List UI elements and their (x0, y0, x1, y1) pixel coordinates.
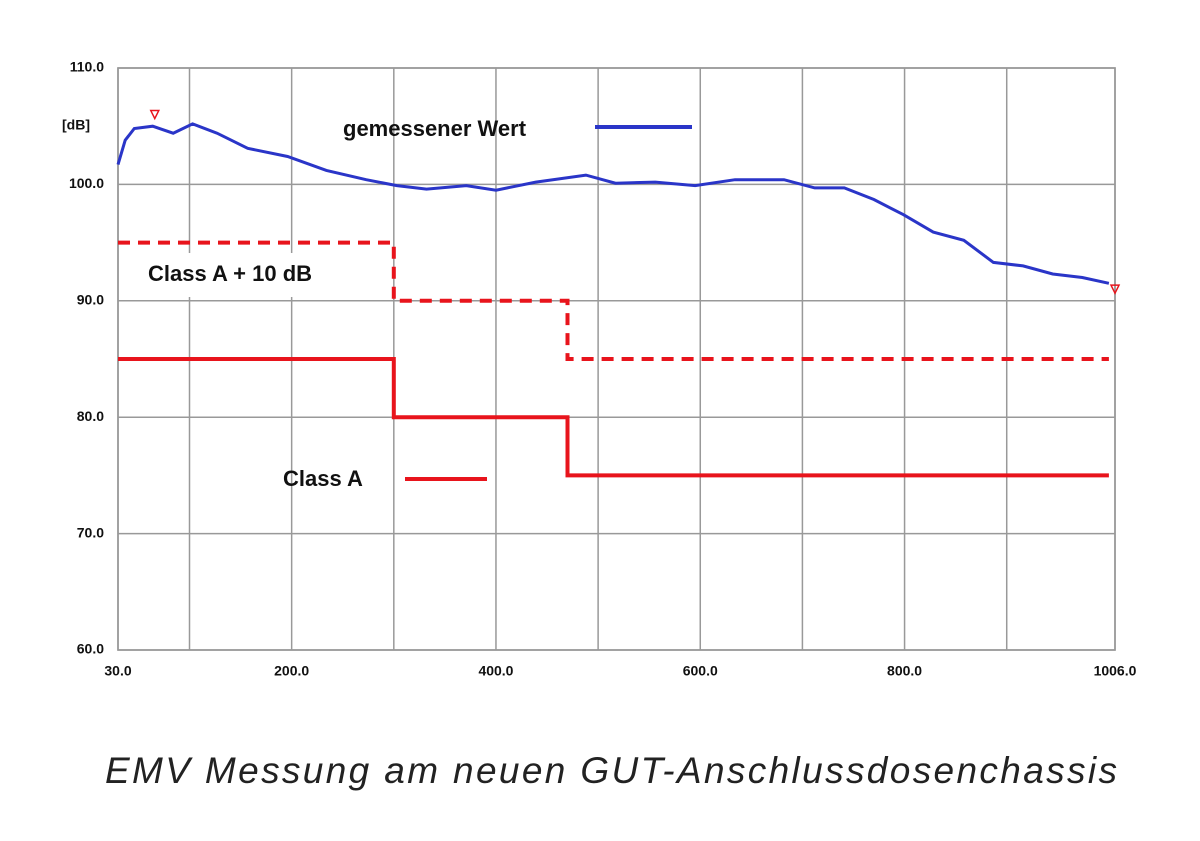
marker (1109, 284, 1121, 295)
legend-label: gemessener Wert (343, 116, 527, 141)
y-tick-label: 100.0 (69, 175, 104, 191)
x-tick-label: 1006.0 (1094, 663, 1137, 679)
x-tick-label: 800.0 (887, 663, 922, 679)
x-tick-label: 200.0 (274, 663, 309, 679)
series-line (118, 357, 1109, 478)
legend-background (136, 253, 371, 297)
y-tick-label: 90.0 (77, 292, 104, 308)
y-tick-label: 60.0 (77, 641, 104, 657)
caption: EMV Messung am neuen GUT-Anschlussdosenc… (105, 750, 1117, 791)
series-line (116, 122, 1110, 285)
y-tick-label: 110.0 (70, 59, 104, 75)
series-line (118, 240, 1109, 361)
legend-label: Class A + 10 dB (148, 261, 312, 286)
x-tick-label: 30.0 (104, 663, 131, 679)
legend-label: Class A (283, 466, 363, 491)
y-axis-label: [dB] (62, 117, 90, 133)
y-tick-label: 80.0 (77, 408, 104, 424)
x-tick-label: 400.0 (478, 663, 513, 679)
x-tick-label: 600.0 (683, 663, 718, 679)
marker (149, 109, 160, 121)
y-tick-label: 70.0 (77, 524, 104, 540)
